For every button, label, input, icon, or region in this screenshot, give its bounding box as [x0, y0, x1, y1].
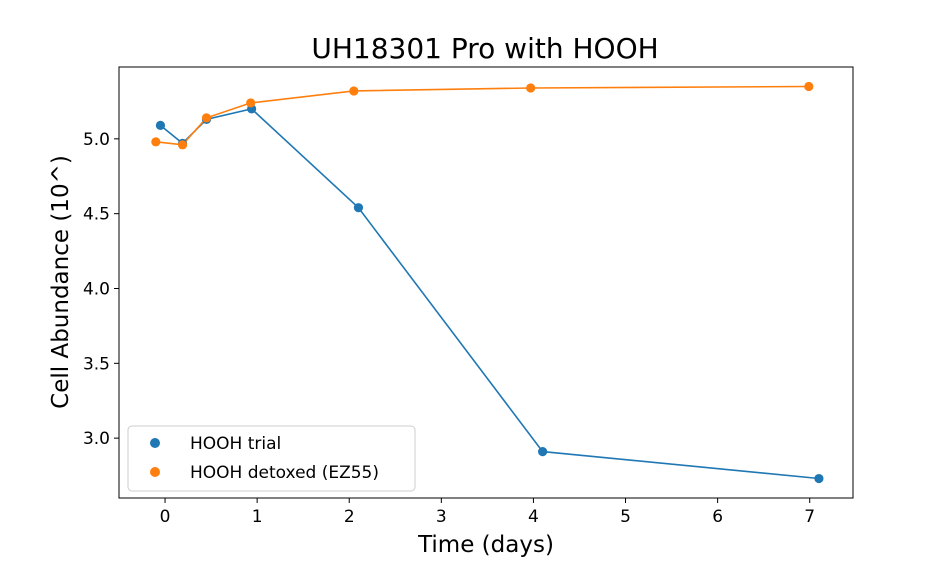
x-tick-label: 5	[620, 507, 631, 527]
y-tick-label: 4.0	[83, 279, 110, 299]
data-point-series-0	[353, 203, 364, 213]
legend-label-hooh-detoxed: HOOH detoxed (EZ55)	[190, 463, 379, 483]
x-tick-label: 1	[252, 507, 263, 527]
data-point-series-0	[538, 447, 548, 457]
legend-box	[127, 425, 416, 492]
data-point-series-1	[246, 98, 256, 108]
series-line-0	[159, 108, 819, 480]
x-axis: 0 1 2 3 4 5 6 7	[160, 498, 815, 527]
legend-marker-hooh-detoxed	[150, 467, 160, 477]
legend-label-hooh-trial: HOOH trial	[190, 434, 281, 454]
series-line-1	[155, 85, 809, 146]
x-tick-label: 2	[344, 507, 355, 527]
x-axis-label: Time (days)	[417, 532, 554, 558]
legend: HOOH trial HOOH detoxed (EZ55)	[127, 425, 416, 492]
plot-lines	[155, 85, 819, 480]
y-tick-label: 3.0	[83, 429, 110, 449]
data-point-series-1	[201, 113, 212, 123]
plot-points	[151, 81, 824, 484]
x-tick-label: 7	[804, 507, 815, 527]
y-tick-label: 4.5	[83, 205, 110, 225]
legend-marker-hooh-trial	[150, 438, 160, 448]
data-point-series-1	[177, 140, 188, 150]
y-axis-label: Cell Abundance (10^)	[48, 155, 74, 409]
data-point-series-1	[526, 83, 536, 93]
data-point-series-0	[814, 473, 824, 484]
x-tick-label: 0	[160, 507, 171, 527]
chart-title: UH18301 Pro with HOOH	[311, 32, 658, 65]
y-axis: 3.0 3.5 4.0 4.5 5.0	[83, 130, 119, 449]
data-point-series-0	[155, 120, 166, 130]
y-tick-label: 3.5	[83, 354, 110, 374]
x-tick-label: 4	[528, 507, 539, 527]
x-tick-label: 6	[712, 507, 723, 527]
data-point-series-1	[804, 81, 814, 92]
data-point-series-1	[151, 137, 161, 147]
data-point-series-1	[349, 86, 359, 96]
x-tick-label: 3	[436, 507, 447, 527]
y-tick-label: 5.0	[83, 130, 110, 150]
plot-frame	[118, 66, 854, 499]
